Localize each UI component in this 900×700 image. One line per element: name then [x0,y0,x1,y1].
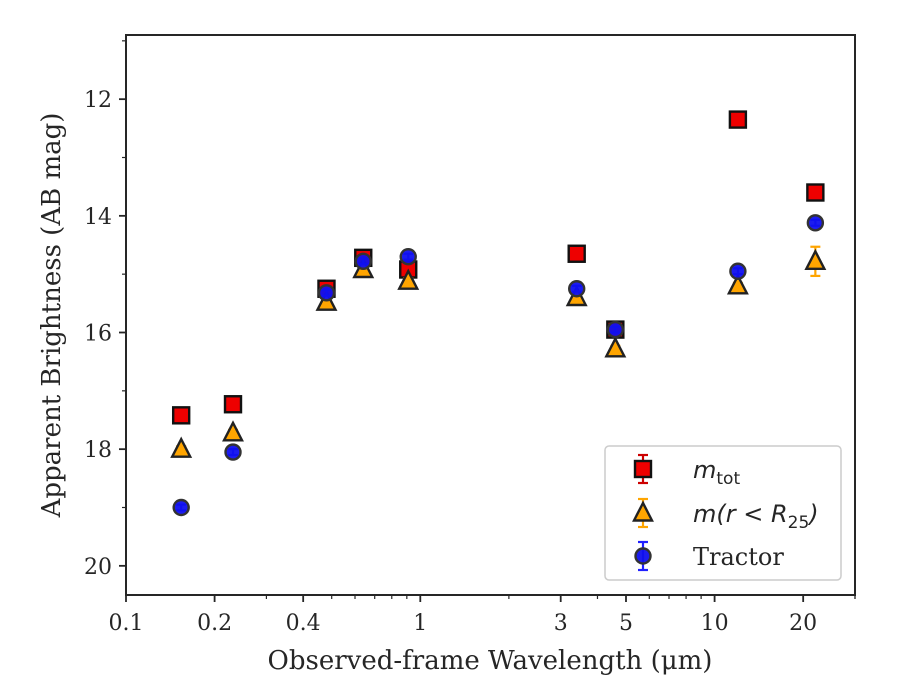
data-point-circle [354,252,372,271]
ticks: 0.1 0.2 0.4 1 3 5 10 20 12 14 16 18 20 [84,40,856,636]
plot-elements [170,110,827,517]
data-point-triangle [604,336,627,358]
data-point-triangle [726,273,749,295]
data-point-square [171,406,191,425]
plot-frame [125,34,856,596]
x-tick-label: 1 [413,611,427,636]
legend: mtot m(r < R25) Tractor [604,445,842,581]
x-tick-label: 10 [701,611,729,636]
data-point-circle [172,498,190,517]
y-axis-label: Apparent Brightness (AB mag) [37,113,67,519]
x-tick-label: 3 [554,611,568,636]
legend-marker-triangle [632,500,654,522]
legend-label: m(r < R25) [693,500,819,533]
x-tick-label: 0.2 [197,611,232,636]
legend-label-main: m(r < R [693,500,788,528]
data-point-triangle [170,436,193,458]
series-triangle [170,245,827,458]
data-point-circle [224,443,242,461]
data-point-circle [317,284,336,302]
y-tick-label: 20 [84,555,112,580]
data-point-circle [399,247,417,266]
x-tick-label: 0.4 [286,611,321,636]
data-point-square [567,244,586,263]
x-tick-label: 0.1 [109,611,144,636]
legend-label-main: m [693,456,716,484]
legend-label: mtot [693,456,740,489]
data-point-circle [568,280,586,298]
data-point-square [806,183,825,202]
legend-label-sub: tot [716,469,740,489]
series-circle [172,214,825,517]
y-tick-label: 12 [84,88,112,113]
x-axis-label: Observed-frame Wavelength (μm) [268,646,713,676]
legend-marker-circle [634,547,652,565]
data-point-triangle [804,248,827,271]
data-point-circle [729,262,747,280]
legend-label-sub: 25 [788,513,810,533]
x-tick-label: 20 [789,611,817,636]
y-tick-label: 16 [84,322,112,347]
legend-label: Tractor [693,543,784,571]
data-point-circle [806,214,825,232]
data-point-triangle [397,268,420,290]
series-square [171,110,825,425]
axes [125,34,856,596]
data-point-triangle [222,420,244,442]
legend-marker-square [633,459,653,479]
legend-label-tail: ) [807,500,818,528]
data-point-circle [606,320,625,339]
x-tick-label: 5 [619,611,633,636]
data-point-square [728,110,748,129]
data-point-square [223,395,243,414]
y-tick-label: 18 [84,438,112,463]
y-tick-label: 14 [84,205,112,230]
legend-box [604,445,842,581]
